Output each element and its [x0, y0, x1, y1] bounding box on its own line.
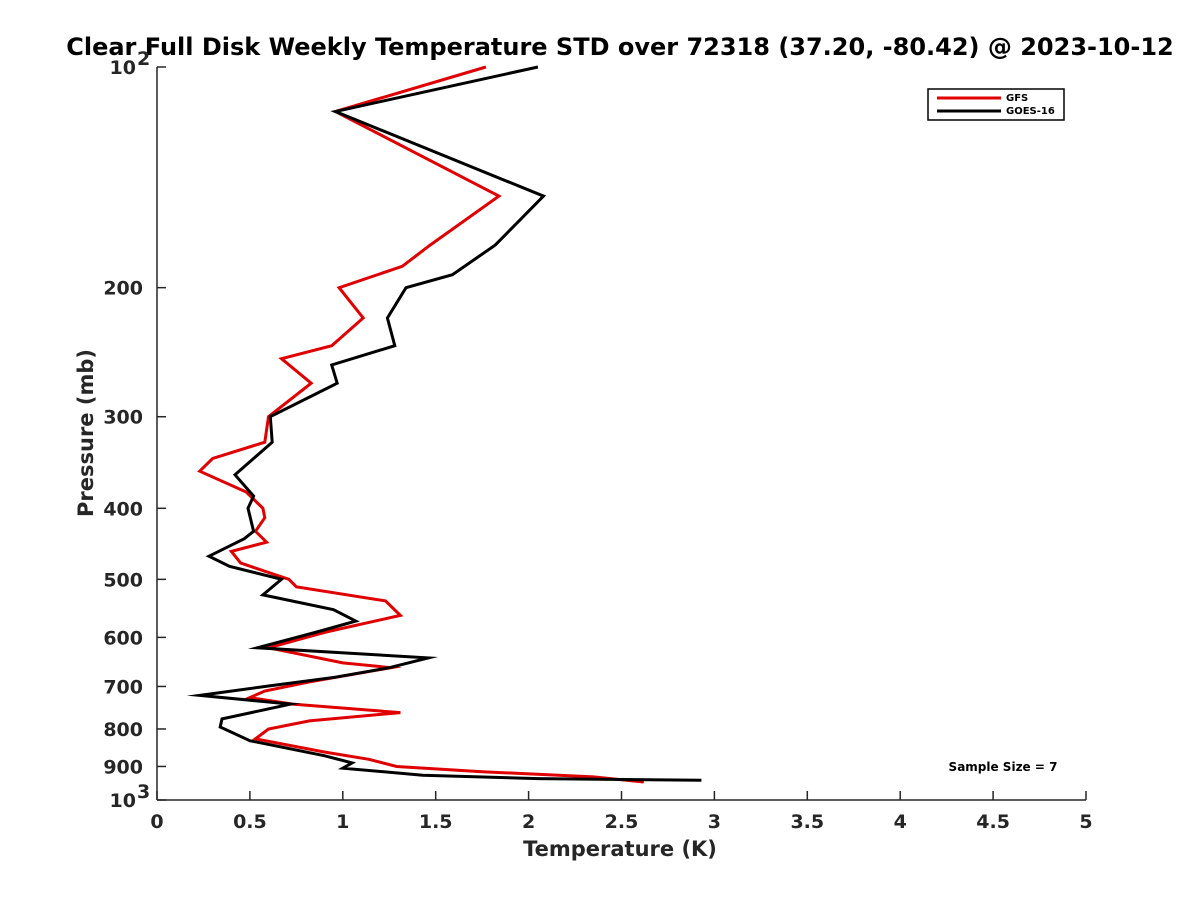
x-tick-label: 1 [336, 811, 349, 833]
x-tick-label: 1.5 [419, 811, 453, 833]
legend-label-gfs: GFS [1006, 93, 1028, 104]
y-tick-label: 900 [103, 756, 143, 778]
legend: GFS GOES-16 [927, 88, 1065, 121]
y-tick-label: 400 [103, 498, 143, 520]
x-tick-label: 0 [150, 811, 163, 833]
sample-size-annotation: Sample Size = 7 [949, 760, 1058, 774]
series-line-gfs [197, 65, 644, 784]
series-line-goes16 [186, 65, 702, 782]
y-tick-label: 300 [103, 407, 143, 429]
x-tick-label: 4.5 [976, 811, 1010, 833]
legend-box [927, 88, 1065, 121]
y-tick-label: 500 [103, 569, 143, 591]
y-tick-label: 600 [103, 627, 143, 649]
y-tick-label: 200 [103, 278, 143, 300]
series-layer [186, 65, 702, 784]
y-axis-label: Pressure (mb) [74, 349, 98, 517]
x-tick-label: 3.5 [790, 811, 824, 833]
x-tick-label: 2 [522, 811, 535, 833]
x-axis-label: Temperature (K) [523, 837, 717, 861]
x-tick-label: 2.5 [605, 811, 639, 833]
y-tick-label: 10 [110, 790, 136, 812]
axes-layer: 0 0.5 1 1.5 2 2.5 3 3.5 4 4.5 510 22003004005006007… [103, 48, 1092, 833]
y-tick-label: 700 [103, 676, 143, 698]
y-tick-exponent: 3 [137, 781, 150, 803]
x-tick-label: 4 [894, 811, 907, 833]
y-tick-label: 800 [103, 719, 143, 741]
y-tick-exponent: 2 [137, 48, 150, 70]
x-tick-label: 0.5 [233, 811, 267, 833]
legend-label-goes16: GOES-16 [1006, 106, 1055, 117]
x-tick-label: 5 [1079, 811, 1092, 833]
x-tick-label: 3 [708, 811, 721, 833]
y-tick-label: 10 [110, 57, 136, 79]
chart-title: Clear Full Disk Weekly Temperature STD o… [66, 33, 1174, 61]
